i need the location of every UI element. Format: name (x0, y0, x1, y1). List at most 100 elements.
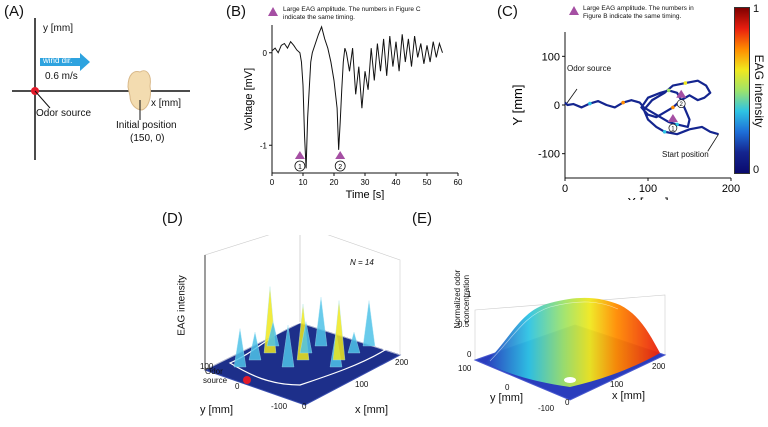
c-x-tick-label: 0 (562, 183, 568, 195)
e-x-axis-label: x [mm] (612, 390, 645, 402)
c-marker-triangle (667, 114, 678, 123)
c-start-position-label: Start position (662, 150, 709, 159)
b-marker-triangle (294, 151, 305, 159)
d-eag-peak (314, 296, 328, 347)
c-intensity-point (588, 101, 592, 106)
e-y-tick-neg100: -100 (538, 404, 555, 413)
e-source-spot (564, 377, 576, 383)
d-eag-peak (347, 331, 361, 354)
c-odor-source-label: Odor source (567, 64, 612, 73)
b-marker-label: 2 (338, 164, 342, 171)
e-y-axis-label: y [mm] (490, 392, 523, 404)
e-x-tick-0: 0 (565, 398, 570, 407)
c-intensity-point (683, 81, 688, 85)
d-eag-peak (362, 300, 376, 347)
d-odor-source-line2: source (203, 376, 228, 385)
b-y-tick-label: 0 (263, 49, 268, 58)
d-trajectory-outline (228, 318, 387, 386)
moth-icon (127, 70, 151, 111)
wind-arrow-icon (40, 53, 90, 71)
b-voltage-line (271, 25, 443, 169)
panel-a-diagram (12, 18, 190, 160)
b-note-line2: indicate the same timing. (283, 14, 355, 21)
e-surface-highlight (489, 301, 619, 362)
colorbar (734, 7, 750, 174)
d-eag-peak (248, 331, 262, 361)
initial-position-label: Initial position (116, 120, 177, 131)
c-start-leader (707, 133, 719, 152)
c-marker-circle (676, 99, 686, 109)
b-marker-triangle (335, 151, 346, 159)
b-x-tick-label: 10 (299, 178, 308, 187)
e-y-tick-100: 100 (458, 364, 472, 373)
initial-position-coords: (150, 0) (130, 133, 165, 144)
panel-a-label: (A) (4, 3, 24, 20)
b-x-tick-label: 0 (270, 178, 275, 187)
d-y-tick-neg100: -100 (271, 402, 288, 411)
c-x-tick-label: 100 (639, 183, 657, 195)
panel-b-label: (B) (226, 3, 246, 20)
b-marker-circle (294, 160, 306, 172)
b-note-line1: Large EAG amplitude. The numbers in Figu… (283, 6, 421, 13)
c-intensity-point (662, 129, 667, 134)
colorbar-label: EAG intensity (752, 54, 766, 128)
b-x-tick-label: 20 (330, 178, 339, 187)
a-x-axis-label: x [mm] (151, 98, 181, 109)
c-intensity-point (666, 88, 671, 93)
d-odor-source-dot (243, 376, 251, 384)
d-x-tick-200: 200 (395, 358, 409, 367)
c-trajectory-line (564, 79, 719, 136)
n-label: N = 14 (350, 258, 374, 267)
c-marker-label: 1 (671, 127, 675, 133)
c-note-marker-icon (569, 6, 579, 15)
c-y-tick-label: 100 (542, 51, 560, 63)
d-eag-peak (266, 321, 280, 347)
d-y-tick-100: 100 (200, 362, 214, 371)
b-x-tick-label: 60 (454, 178, 463, 187)
chart-c: 0 100 200 100 0 -100 X [mm] Y [mm] 1 2 (510, 32, 740, 200)
c-x-tick-label: 200 (722, 183, 740, 195)
c-marker-triangle (676, 89, 687, 98)
c-note-line1: Large EAG amplitude. The numbers in (583, 5, 694, 12)
d-y-tick-0: 0 (235, 382, 240, 391)
odor-source-leader (34, 90, 51, 109)
c-odor-leader (566, 88, 578, 104)
e-concentration-surface (485, 297, 660, 387)
e-z-tick-0: 0 (467, 350, 472, 359)
e-x-tick-200: 200 (652, 362, 666, 371)
b-x-tick-label: 50 (423, 178, 432, 187)
wind-dir-label: wind dir. (43, 56, 73, 65)
b-y-axis-label: Voltage [mV] (243, 68, 255, 130)
surface-e (473, 294, 667, 401)
d-z-axis-label: EAG intensity (176, 275, 188, 336)
c-y-axis-label: Y [mm] (510, 85, 525, 126)
c-note-line2: Figure B indicate the same timing. (583, 13, 682, 20)
d-x-tick-0: 0 (302, 402, 307, 411)
b-x-tick-label: 40 (392, 178, 401, 187)
d-x-tick-100: 100 (355, 380, 369, 389)
d-eag-peak (233, 328, 247, 368)
c-y-tick-label: 0 (554, 100, 560, 112)
d-x-axis-label: x [mm] (355, 404, 388, 416)
panel-d-label: (D) (162, 210, 183, 227)
panel-c-label: (C) (497, 3, 518, 20)
e-y-tick-0: 0 (505, 383, 510, 392)
c-marker-label: 2 (680, 102, 684, 108)
d-eag-peak (299, 321, 313, 354)
wind-speed-label: 0.6 m/s (45, 71, 78, 82)
d-odor-source-line1: Odor (205, 367, 223, 376)
e-z-tick-1: 1 (467, 290, 472, 299)
b-marker-circle (334, 160, 346, 172)
d-eag-peak (332, 300, 346, 361)
colorbar-min: 0 (753, 164, 760, 176)
b-note-marker-icon (268, 7, 278, 16)
e-z-axis-label: Normalized odor concentration (453, 239, 471, 359)
c-intensity-point (621, 100, 625, 105)
d-y-axis-label: y [mm] (200, 404, 233, 416)
e-x-tick-100: 100 (610, 380, 624, 389)
d-eag-peak (281, 324, 295, 368)
colorbar-max: 1 (753, 3, 760, 15)
surface-d (203, 235, 402, 406)
a-odor-source-label: Odor source (36, 108, 92, 119)
e-z-tick-05: 0.5 (458, 320, 470, 329)
